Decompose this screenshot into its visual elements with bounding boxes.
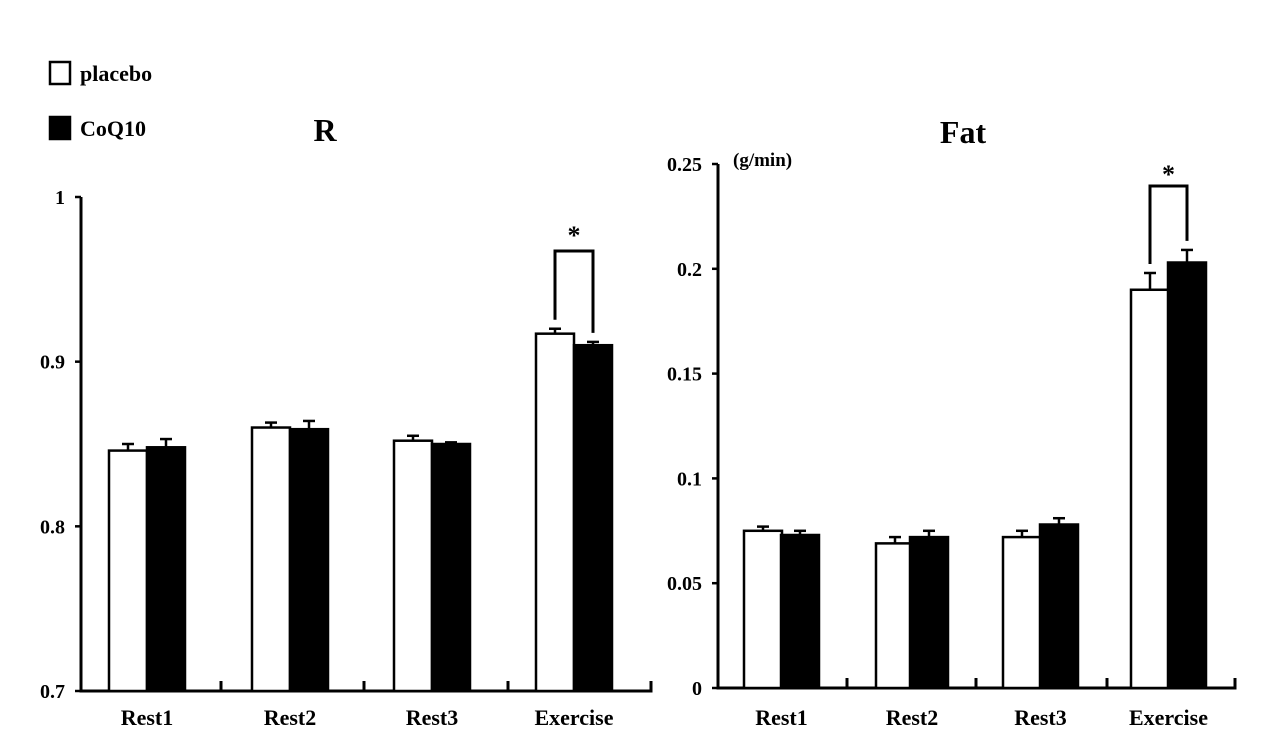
bar-coq10 — [145, 446, 187, 693]
bar-placebo — [392, 439, 434, 693]
x-category-label: Rest3 — [406, 705, 459, 730]
bar-placebo — [874, 542, 916, 690]
y-tick-label: 0.9 — [40, 352, 65, 374]
chart-title: R — [313, 112, 337, 148]
x-category-label: Rest1 — [755, 705, 808, 730]
legend-label-placebo: placebo — [80, 61, 152, 86]
y-tick-label: 1 — [55, 187, 65, 209]
y-tick-label: 0.2 — [677, 259, 702, 281]
bar-placebo — [742, 529, 784, 690]
bar-coq10 — [779, 533, 821, 690]
legend-swatch-coq10 — [48, 115, 72, 141]
significance-bracket — [1148, 184, 1189, 264]
y-tick-label: 0.15 — [667, 364, 702, 386]
significance-marker: * — [1162, 160, 1175, 189]
legend: placebo CoQ10 — [48, 60, 152, 141]
bar-placebo — [1129, 288, 1171, 690]
chart-r: R 0.7 0.8 0.9 1 Rest1 Rest2 Rest3 Exercise * — [40, 112, 653, 730]
y-tick-label: 0.8 — [40, 516, 65, 538]
chart-fat: Fat (g/min) 0 0.05 0.1 0.15 0.2 0.25 Rest1 Rest… — [667, 114, 1237, 730]
y-tick-label: 0 — [692, 678, 702, 700]
bar-coq10 — [1038, 523, 1080, 690]
significance-bracket — [553, 249, 595, 333]
x-category-label: Exercise — [534, 705, 613, 730]
y-tick-label: 0.25 — [667, 154, 702, 176]
x-category-label: Rest2 — [264, 705, 317, 730]
bar-placebo — [1001, 535, 1043, 690]
legend-swatch-placebo — [48, 60, 72, 86]
x-category-label: Rest3 — [1014, 705, 1067, 730]
chart-title: Fat — [940, 114, 987, 150]
x-category-label: Exercise — [1129, 705, 1208, 730]
bar-placebo — [534, 332, 576, 693]
bar-coq10 — [1166, 261, 1208, 690]
x-category-label: Rest1 — [121, 705, 174, 730]
y-tick-label: 0.7 — [40, 681, 65, 703]
bar-placebo — [250, 426, 292, 693]
bar-placebo — [107, 449, 149, 693]
bar-coq10 — [430, 442, 472, 693]
y-tick-label: 0.1 — [677, 468, 702, 490]
y-tick-label: 0.05 — [667, 573, 702, 595]
significance-marker: * — [568, 221, 581, 250]
bar-coq10 — [572, 343, 614, 693]
y-axis-unit-label: (g/min) — [733, 150, 792, 171]
bar-coq10 — [908, 535, 950, 690]
bar-coq10 — [288, 427, 330, 693]
legend-label-coq10: CoQ10 — [80, 116, 146, 141]
x-category-label: Rest2 — [886, 705, 939, 730]
